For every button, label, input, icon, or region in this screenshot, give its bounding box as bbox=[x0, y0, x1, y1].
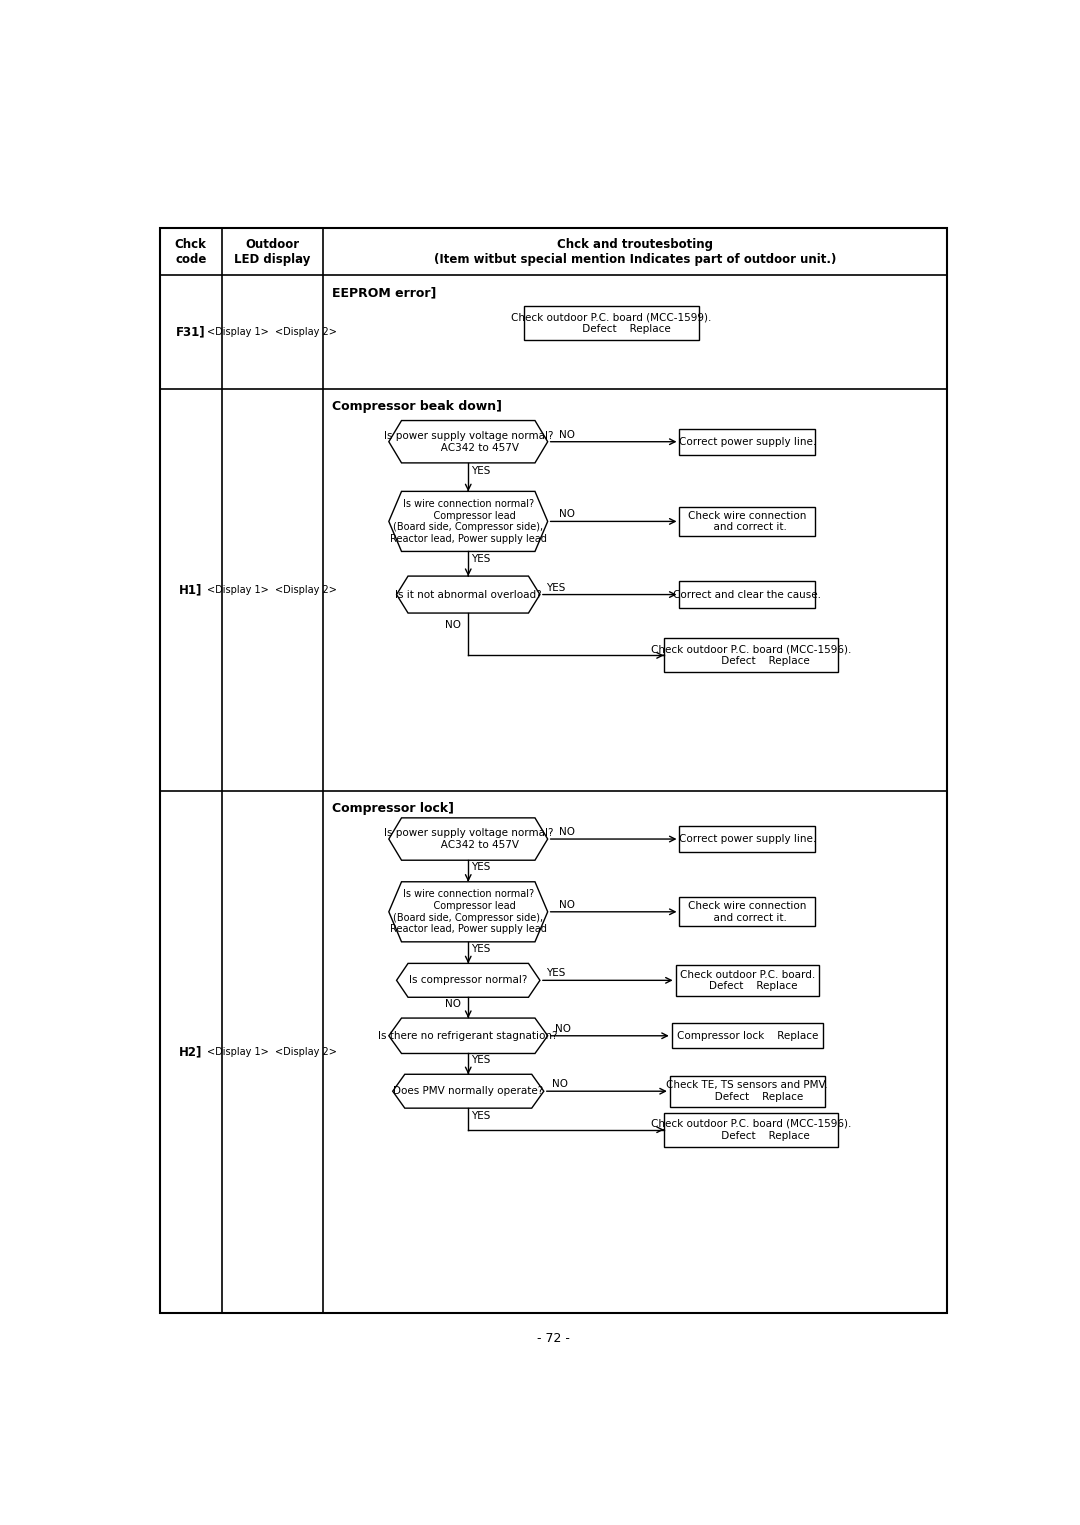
Text: NO: NO bbox=[558, 430, 575, 439]
Text: Outdoor
LED display: Outdoor LED display bbox=[234, 238, 310, 265]
Text: Is power supply voltage normal?
       AC342 to 457V: Is power supply voltage normal? AC342 to… bbox=[383, 828, 553, 849]
Bar bbox=[672, 1023, 823, 1048]
Text: NO: NO bbox=[558, 509, 575, 520]
Text: YES: YES bbox=[546, 583, 566, 593]
Text: Correct and clear the cause.: Correct and clear the cause. bbox=[673, 590, 821, 599]
Text: Correct power supply line.: Correct power supply line. bbox=[678, 436, 815, 447]
Polygon shape bbox=[396, 576, 540, 613]
Text: Does PMV normally operate?: Does PMV normally operate? bbox=[393, 1086, 543, 1096]
Text: Is there no refrigerant stagnation?: Is there no refrigerant stagnation? bbox=[378, 1031, 558, 1040]
Polygon shape bbox=[389, 421, 548, 464]
Text: NO: NO bbox=[445, 619, 461, 630]
Text: Is wire connection normal?
    Compressor lead
(Board side, Compressor side),
Re: Is wire connection normal? Compressor le… bbox=[390, 889, 546, 935]
Text: YES: YES bbox=[471, 467, 490, 476]
Text: Check outdoor P.C. board (MCC-1596).
         Defect    Replace: Check outdoor P.C. board (MCC-1596). Def… bbox=[651, 1119, 851, 1141]
Text: NO: NO bbox=[445, 999, 461, 1010]
Text: Compressor lock    Replace: Compressor lock Replace bbox=[676, 1031, 818, 1040]
Text: <Display 1>  <Display 2>: <Display 1> <Display 2> bbox=[207, 586, 337, 595]
Polygon shape bbox=[389, 491, 548, 552]
Bar bbox=[664, 1113, 838, 1147]
Text: EEPROM error]: EEPROM error] bbox=[332, 287, 436, 299]
Text: Is it not abnormal overload?: Is it not abnormal overload? bbox=[395, 590, 541, 599]
Text: F31]: F31] bbox=[176, 326, 205, 339]
Text: YES: YES bbox=[471, 1055, 490, 1066]
Text: Chck
code: Chck code bbox=[175, 238, 206, 265]
Text: H1]: H1] bbox=[179, 584, 202, 596]
Text: Compressor lock]: Compressor lock] bbox=[332, 802, 454, 814]
Text: Check wire connection
  and correct it.: Check wire connection and correct it. bbox=[688, 511, 807, 532]
Text: <Display 1>  <Display 2>: <Display 1> <Display 2> bbox=[207, 1048, 337, 1057]
Bar bbox=[525, 307, 699, 340]
Bar bbox=[679, 429, 815, 454]
Text: YES: YES bbox=[471, 862, 490, 872]
Bar bbox=[679, 581, 815, 607]
Text: <Display 1>  <Display 2>: <Display 1> <Display 2> bbox=[207, 328, 337, 337]
Polygon shape bbox=[396, 964, 540, 997]
Text: Check outdoor P.C. board (MCC-1599).
         Defect    Replace: Check outdoor P.C. board (MCC-1599). Def… bbox=[512, 313, 712, 334]
Bar bbox=[664, 639, 838, 673]
Text: YES: YES bbox=[471, 554, 490, 564]
Polygon shape bbox=[393, 1074, 544, 1109]
Bar bbox=[679, 827, 815, 852]
Text: NO: NO bbox=[555, 1023, 571, 1034]
Text: NO: NO bbox=[558, 900, 575, 910]
Text: H2]: H2] bbox=[179, 1046, 202, 1058]
Polygon shape bbox=[389, 881, 548, 942]
Bar bbox=[679, 506, 815, 537]
Bar bbox=[676, 965, 819, 996]
Text: Compressor beak down]: Compressor beak down] bbox=[332, 400, 502, 413]
Text: Check TE, TS sensors and PMV.
       Defect    Replace: Check TE, TS sensors and PMV. Defect Rep… bbox=[666, 1080, 828, 1103]
Polygon shape bbox=[389, 1019, 548, 1054]
Text: Is power supply voltage normal?
       AC342 to 457V: Is power supply voltage normal? AC342 to… bbox=[383, 432, 553, 453]
Text: NO: NO bbox=[552, 1080, 568, 1089]
Text: YES: YES bbox=[471, 944, 490, 953]
Text: Check outdoor P.C. board (MCC-1596).
         Defect    Replace: Check outdoor P.C. board (MCC-1596). Def… bbox=[651, 645, 851, 666]
Bar bbox=[679, 897, 815, 926]
Text: Is wire connection normal?
    Compressor lead
(Board side, Compressor side),
Re: Is wire connection normal? Compressor le… bbox=[390, 499, 546, 544]
Text: Check wire connection
  and correct it.: Check wire connection and correct it. bbox=[688, 901, 807, 923]
Text: YES: YES bbox=[471, 1110, 490, 1121]
Text: - 72 -: - 72 - bbox=[537, 1331, 570, 1345]
Polygon shape bbox=[389, 817, 548, 860]
Text: Correct power supply line.: Correct power supply line. bbox=[678, 834, 815, 843]
Text: Chck and troutesboting
(Item witbut special mention Indicates part of outdoor un: Chck and troutesboting (Item witbut spec… bbox=[434, 238, 836, 265]
Text: Is compressor normal?: Is compressor normal? bbox=[409, 976, 527, 985]
Text: NO: NO bbox=[558, 827, 575, 837]
Text: YES: YES bbox=[546, 968, 566, 979]
Bar bbox=[670, 1075, 825, 1107]
Text: Check outdoor P.C. board.
    Defect    Replace: Check outdoor P.C. board. Defect Replace bbox=[679, 970, 815, 991]
